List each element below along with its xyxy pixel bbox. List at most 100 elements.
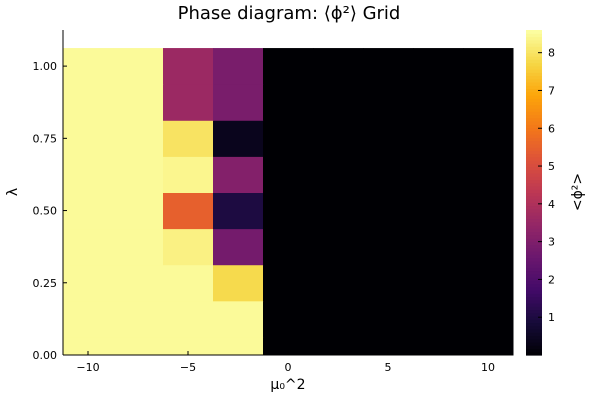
colorbar-segment xyxy=(526,309,542,314)
heatmap-cell xyxy=(63,120,114,157)
chart-title: Phase diagram: ⟨ϕ²⟩ Grid xyxy=(178,3,401,24)
colorbar-segment xyxy=(526,228,542,233)
heatmap-cell xyxy=(313,336,364,356)
x-axis-label: μ₀^2 xyxy=(270,377,305,393)
colorbar-segment xyxy=(526,218,542,223)
heatmap-cell xyxy=(313,84,364,121)
heatmap-cell xyxy=(163,84,214,121)
colorbar-segment xyxy=(526,134,542,138)
heatmap-cell xyxy=(463,300,514,338)
colorbar-segment xyxy=(526,166,542,171)
y-axis-label: λ xyxy=(5,188,21,196)
heatmap-cell xyxy=(413,120,464,157)
heatmap-cell xyxy=(63,228,114,266)
colorbar-segment xyxy=(526,286,542,291)
colorbar-segment xyxy=(526,36,542,41)
heatmap-cell xyxy=(63,48,114,85)
colorbar-segment xyxy=(526,299,542,304)
heatmap-cell xyxy=(463,84,514,121)
heatmap-cell xyxy=(363,264,414,302)
colorbar-segment xyxy=(526,30,542,34)
heatmap-cell xyxy=(463,192,514,230)
colorbar-segment xyxy=(526,85,542,90)
colorbar-segment xyxy=(526,348,542,353)
heatmap-cell xyxy=(463,336,514,356)
colorbar-segment xyxy=(526,306,542,311)
heatmap-cell xyxy=(363,336,414,356)
colorbar-segment xyxy=(526,49,542,54)
colorbar-segment xyxy=(526,195,542,200)
colorbar-tick-label: 8 xyxy=(548,47,555,60)
heatmap-cell xyxy=(163,336,214,356)
x-tick-label: −5 xyxy=(180,361,196,374)
heatmap-cell xyxy=(363,156,414,193)
colorbar-segment xyxy=(526,127,542,132)
colorbar-segment xyxy=(526,72,542,77)
heatmap-cell xyxy=(163,156,214,193)
heatmap-cell xyxy=(463,156,514,193)
heatmap-cell xyxy=(213,156,264,193)
heatmap-cell xyxy=(463,264,514,302)
colorbar-segment xyxy=(526,108,542,112)
heatmap-cell xyxy=(63,336,114,356)
heatmap-cell xyxy=(113,192,164,230)
colorbar-segment xyxy=(526,52,542,57)
colorbar-segment xyxy=(526,33,542,38)
heatmap-cell xyxy=(413,156,464,193)
colorbar-segment xyxy=(526,69,542,73)
colorbar-segment xyxy=(526,273,542,278)
y-ticks: 0.00 0.25 0.50 0.75 1.00 xyxy=(33,60,67,362)
colorbar-segment xyxy=(526,124,542,129)
colorbar-segment xyxy=(526,260,542,265)
colorbar-segment xyxy=(526,293,542,298)
heatmap-cell xyxy=(263,300,314,338)
colorbar-segment xyxy=(526,338,542,343)
heatmap-cell xyxy=(263,192,314,230)
heatmap-cell xyxy=(313,300,364,338)
x-tick-label: 0 xyxy=(285,361,292,374)
colorbar-segment xyxy=(526,101,542,106)
colorbar-segment xyxy=(526,153,542,158)
colorbar-segment xyxy=(526,43,542,47)
heatmap-cell xyxy=(263,48,314,85)
heatmap-cell xyxy=(363,84,414,121)
heatmap-cell xyxy=(113,336,164,356)
heatmap-cell xyxy=(163,228,214,266)
heatmap-cell xyxy=(413,228,464,266)
colorbar-segment xyxy=(526,270,542,275)
colorbar-segment xyxy=(526,215,542,220)
heatmap-cell xyxy=(363,48,414,85)
colorbar-segment xyxy=(526,267,542,272)
colorbar-segment xyxy=(526,332,542,337)
colorbar-segment xyxy=(526,114,542,119)
heatmap-cell xyxy=(213,84,264,121)
colorbar-tick-label: 5 xyxy=(548,160,555,173)
colorbar-segment xyxy=(526,82,542,86)
heatmap-cell xyxy=(163,300,214,338)
heatmap-cell xyxy=(463,120,514,157)
colorbar-ticks: 1 2 3 4 5 6 7 8 xyxy=(538,47,555,324)
heatmap-cell xyxy=(113,264,164,302)
colorbar-segment xyxy=(526,303,542,307)
colorbar-segment xyxy=(526,91,542,96)
colorbar-segment xyxy=(526,137,542,142)
heatmap-cell xyxy=(263,84,314,121)
y-tick-label: 0.25 xyxy=(33,277,58,290)
heatmap-cell xyxy=(413,264,464,302)
colorbar-segment xyxy=(526,98,542,103)
heatmap-cell xyxy=(63,300,114,338)
colorbar-segment xyxy=(526,225,542,229)
colorbar-segment xyxy=(526,176,542,181)
colorbar-segment xyxy=(526,130,542,135)
heatmap-cell xyxy=(213,192,264,230)
colorbar-segment xyxy=(526,160,542,164)
colorbar-segment xyxy=(526,143,542,148)
heatmap-cell xyxy=(213,300,264,338)
colorbar-tick-label: 7 xyxy=(548,84,555,97)
x-ticks: −10 −5 0 5 10 xyxy=(76,351,495,374)
heatmap-cell xyxy=(213,120,264,157)
heatmap-cell xyxy=(463,48,514,85)
heatmap-cell xyxy=(163,120,214,157)
colorbar-segment xyxy=(526,231,542,236)
